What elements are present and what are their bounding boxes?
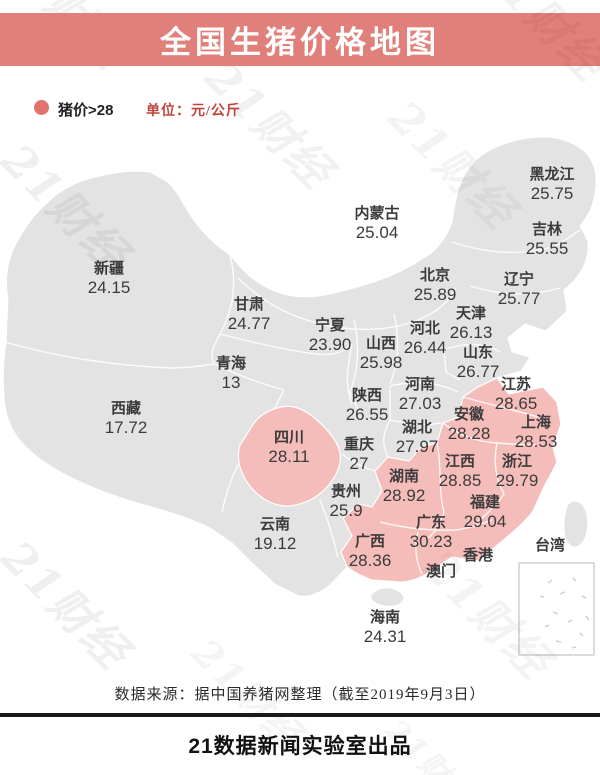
legend-unit: 单位：元/公斤 [146, 104, 241, 119]
legend-dot-icon [34, 100, 49, 115]
page-title: 全国生猪价格地图 [160, 25, 440, 60]
highlight-region-sichuan [237, 405, 341, 507]
footer-divider [0, 713, 600, 717]
south-china-sea-islands [539, 577, 590, 649]
legend-label: 猪价>28 [58, 102, 114, 119]
hainan-island [370, 587, 405, 607]
legend: 猪价>28 单位：元/公斤 [0, 96, 600, 120]
taiwan-island [563, 500, 589, 548]
highlight-province-borders [379, 396, 539, 575]
data-source-note: 数据来源：据中国养猪网整理（截至2019年9月3日） [114, 687, 486, 703]
credit-line: 21数据新闻实验室出品 [188, 735, 412, 758]
south-china-sea-inset [518, 562, 595, 656]
highlight-region-southeast [340, 377, 562, 583]
province-borders [4, 229, 581, 559]
title-banner: 全国生猪价格地图 [0, 13, 600, 66]
